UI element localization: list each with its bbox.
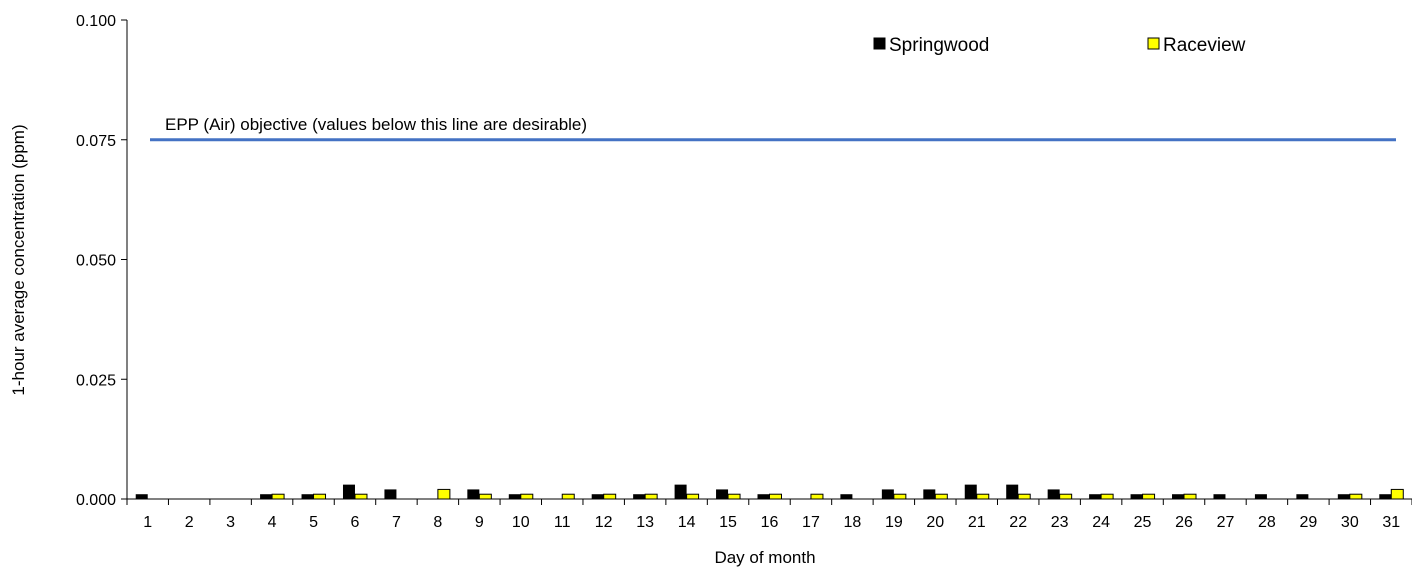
bar-springwood bbox=[964, 484, 977, 499]
legend-label-raceview: Raceview bbox=[1163, 35, 1246, 56]
bar-raceview bbox=[686, 493, 700, 500]
bar-raceview bbox=[1142, 493, 1156, 500]
y-tick-label: 0.075 bbox=[76, 133, 116, 150]
x-axis-title: Day of month bbox=[714, 548, 815, 567]
bar-raceview bbox=[893, 493, 907, 500]
y-tick-label: 0.100 bbox=[76, 13, 116, 30]
x-tick-label: 15 bbox=[719, 514, 737, 531]
bar-springwood bbox=[467, 489, 480, 499]
x-tick-label: 8 bbox=[433, 514, 442, 531]
x-tick-label: 14 bbox=[678, 514, 696, 531]
bar-springwood bbox=[342, 484, 355, 499]
x-tick-label: 28 bbox=[1258, 514, 1276, 531]
x-tick-label: 12 bbox=[595, 514, 613, 531]
bar-raceview bbox=[1349, 493, 1363, 500]
bar-springwood bbox=[1296, 494, 1309, 499]
legend-swatch-springwood bbox=[873, 37, 886, 50]
x-tick-label: 4 bbox=[268, 514, 277, 531]
bar-springwood bbox=[260, 494, 273, 499]
bar-raceview bbox=[1100, 493, 1114, 500]
x-tick-label: 25 bbox=[1134, 514, 1152, 531]
y-tick-label: 0.025 bbox=[76, 372, 116, 389]
bar-springwood bbox=[923, 489, 936, 499]
bar-raceview bbox=[437, 488, 451, 500]
legend-swatch-raceview bbox=[1147, 37, 1160, 50]
bar-springwood bbox=[840, 494, 853, 499]
bar-springwood bbox=[1006, 484, 1019, 499]
bar-springwood bbox=[716, 489, 729, 499]
bar-raceview bbox=[561, 493, 575, 500]
x-tick-label: 23 bbox=[1051, 514, 1069, 531]
bar-raceview bbox=[313, 493, 327, 500]
bar-springwood bbox=[1337, 494, 1350, 499]
bar-springwood bbox=[674, 484, 687, 499]
bar-springwood bbox=[1379, 494, 1392, 499]
x-tick-label: 9 bbox=[475, 514, 484, 531]
x-tick-label: 7 bbox=[392, 514, 401, 531]
bar-raceview bbox=[934, 493, 948, 500]
bar-raceview bbox=[354, 493, 368, 500]
x-tick-label: 31 bbox=[1382, 514, 1400, 531]
bar-springwood bbox=[301, 494, 314, 499]
x-tick-label: 16 bbox=[761, 514, 779, 531]
bar-raceview bbox=[644, 493, 658, 500]
bar-springwood bbox=[1213, 494, 1226, 499]
bar-springwood bbox=[757, 494, 770, 499]
bar-springwood bbox=[508, 494, 521, 499]
x-tick-label: 30 bbox=[1341, 514, 1359, 531]
bar-springwood bbox=[1089, 494, 1102, 499]
x-tick-label: 24 bbox=[1092, 514, 1110, 531]
bar-springwood bbox=[1254, 494, 1267, 499]
bar-raceview bbox=[1017, 493, 1031, 500]
x-tick-label: 22 bbox=[1009, 514, 1027, 531]
x-tick-label: 2 bbox=[185, 514, 194, 531]
bar-raceview bbox=[1183, 493, 1197, 500]
bar-raceview bbox=[810, 493, 824, 500]
reference-line-label: EPP (Air) objective (values below this l… bbox=[165, 115, 587, 134]
bar-springwood bbox=[591, 494, 604, 499]
bar-raceview bbox=[769, 493, 782, 500]
x-tick-label: 13 bbox=[636, 514, 654, 531]
bar-raceview bbox=[603, 493, 617, 500]
x-tick-label: 18 bbox=[844, 514, 862, 531]
x-tick-label: 6 bbox=[351, 514, 360, 531]
y-tick-label: 0.050 bbox=[76, 253, 116, 270]
legend: Springwood Raceview bbox=[873, 35, 1246, 56]
bar-raceview bbox=[1059, 493, 1073, 500]
legend-label-springwood: Springwood bbox=[889, 35, 989, 56]
x-tick-label: 21 bbox=[968, 514, 986, 531]
x-tick-label: 10 bbox=[512, 514, 530, 531]
bar-raceview bbox=[478, 493, 492, 500]
x-tick-label: 5 bbox=[309, 514, 318, 531]
bar-springwood bbox=[1047, 489, 1060, 499]
x-tick-label: 3 bbox=[226, 514, 235, 531]
x-tick-label: 1 bbox=[143, 514, 152, 531]
bar-springwood bbox=[135, 494, 148, 499]
x-tick-label: 20 bbox=[926, 514, 944, 531]
bar-springwood bbox=[1172, 494, 1185, 499]
x-tick-label: 19 bbox=[885, 514, 903, 531]
y-tick-label: 0.000 bbox=[76, 492, 116, 509]
bar-raceview bbox=[727, 493, 741, 500]
bar-springwood bbox=[1130, 494, 1143, 499]
x-tick-label: 27 bbox=[1217, 514, 1235, 531]
bar-springwood bbox=[633, 494, 646, 499]
x-tick-label: 26 bbox=[1175, 514, 1193, 531]
bar-raceview bbox=[976, 493, 990, 500]
x-tick-label: 29 bbox=[1299, 514, 1317, 531]
x-tick-label: 17 bbox=[802, 514, 820, 531]
bar-springwood bbox=[384, 489, 397, 499]
bar-raceview bbox=[271, 493, 285, 500]
bar-raceview bbox=[520, 493, 534, 500]
bar-springwood bbox=[881, 489, 894, 499]
y-axis-title: 1-hour average concentration (ppm) bbox=[9, 124, 28, 395]
bar-raceview bbox=[1390, 488, 1404, 500]
x-tick-label: 11 bbox=[554, 514, 571, 531]
